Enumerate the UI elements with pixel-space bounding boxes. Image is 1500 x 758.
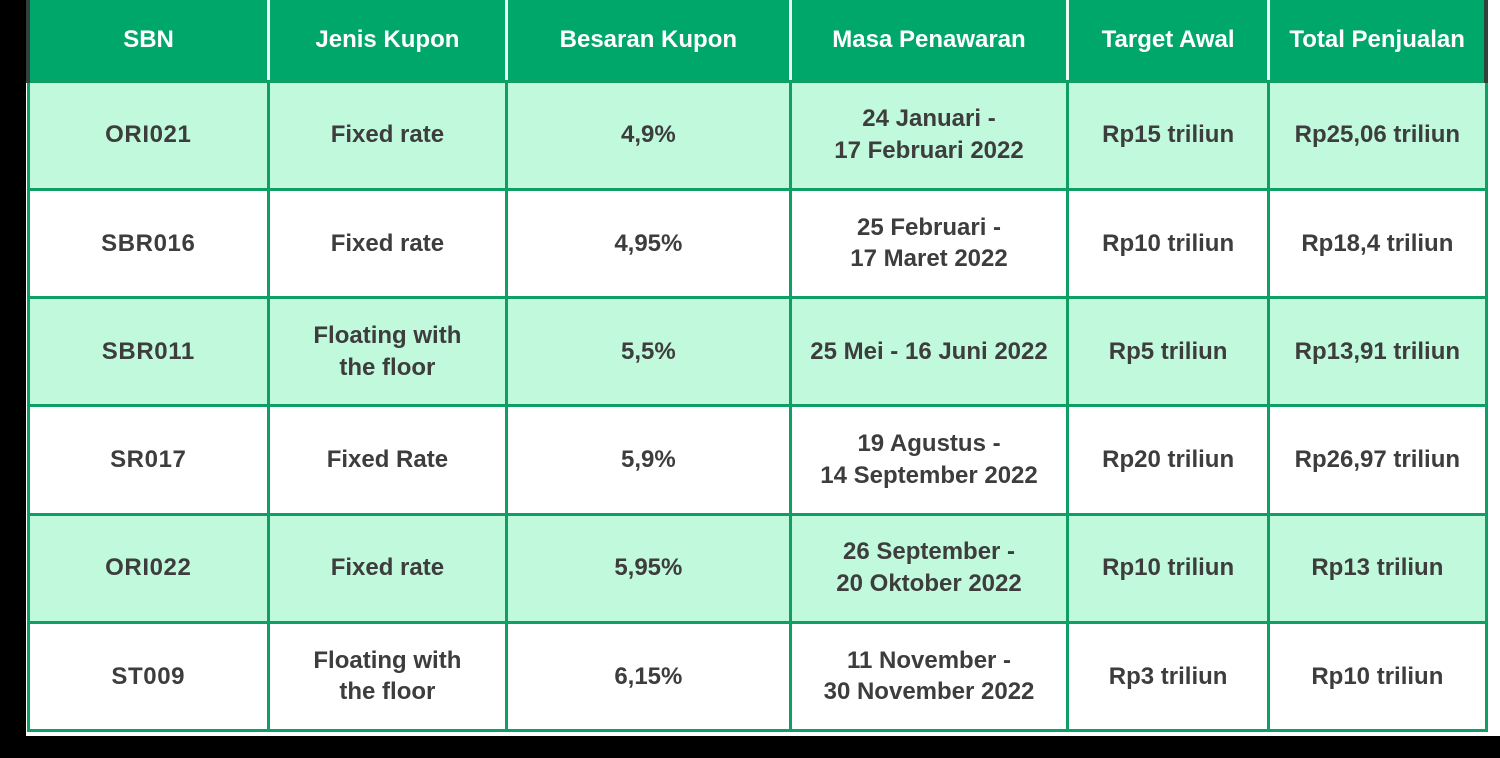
- table-row-ori022: ORI022 Fixed rate 5,95% 26 September - 2…: [26, 512, 1488, 624]
- cell-masa-penawaran: 25 Mei - 16 Juni 2022: [788, 295, 1070, 408]
- table-row-sbr011: SBR011 Floating with the floor 5,5% 25 M…: [26, 295, 1488, 408]
- cell-total-penjualan: Rp10 triliun: [1267, 620, 1488, 733]
- column-header-jenis-kupon: Jenis Kupon: [268, 0, 508, 83]
- cell-besaran-kupon: 5,9%: [504, 404, 793, 516]
- cell-total-penjualan: Rp13 triliun: [1267, 512, 1488, 624]
- cell-target-awal: Rp5 triliun: [1066, 295, 1271, 408]
- cell-target-awal: Rp10 triliun: [1066, 187, 1271, 300]
- cell-masa-penawaran: 25 Februari - 17 Maret 2022: [788, 187, 1070, 300]
- cell-besaran-kupon: 4,9%: [504, 79, 793, 191]
- cell-total-penjualan: Rp13,91 triliun: [1267, 295, 1488, 408]
- left-frame-bar: [0, 0, 26, 758]
- column-header-total-penjualan: Total Penjualan: [1268, 0, 1489, 83]
- cell-besaran-kupon: 5,95%: [504, 512, 793, 624]
- cell-target-awal: Rp3 triliun: [1066, 620, 1271, 733]
- cell-jenis-kupon: Fixed rate: [267, 512, 508, 624]
- cell-target-awal: Rp20 triliun: [1066, 404, 1271, 516]
- cell-besaran-kupon: 4,95%: [504, 187, 793, 300]
- table-row-st009: ST009 Floating with the floor 6,15% 11 N…: [26, 620, 1488, 733]
- sbn-2022-table-container: SBN Jenis Kupon Besaran Kupon Masa Penaw…: [26, 0, 1489, 733]
- cell-sbn: SBR011: [26, 295, 271, 408]
- cell-masa-penawaran: 19 Agustus - 14 September 2022: [788, 404, 1070, 516]
- cell-total-penjualan: Rp26,97 triliun: [1267, 404, 1488, 516]
- cell-jenis-kupon: Fixed rate: [267, 79, 508, 191]
- cell-target-awal: Rp15 triliun: [1066, 79, 1271, 191]
- column-header-sbn: SBN: [26, 0, 271, 83]
- cell-jenis-kupon: Floating with the floor: [267, 295, 508, 408]
- table-row-ori021: ORI021 Fixed rate 4,9% 24 Januari - 17 F…: [26, 79, 1488, 191]
- column-header-masa-penawaran: Masa Penawaran: [790, 0, 1070, 83]
- cell-masa-penawaran: 26 September - 20 Oktober 2022: [788, 512, 1070, 624]
- cell-masa-penawaran: 11 November - 30 November 2022: [788, 620, 1070, 733]
- cell-jenis-kupon: Fixed Rate: [267, 404, 508, 516]
- table-row-sr017: SR017 Fixed Rate 5,9% 19 Agustus - 14 Se…: [26, 404, 1488, 516]
- cell-jenis-kupon: Floating with the floor: [267, 620, 508, 733]
- cell-sbn: SBR016: [26, 187, 271, 300]
- sbn-2022-table: SBN Jenis Kupon Besaran Kupon Masa Penaw…: [26, 0, 1489, 733]
- header-row: SBN Jenis Kupon Besaran Kupon Masa Penaw…: [26, 0, 1489, 83]
- column-header-besaran-kupon: Besaran Kupon: [506, 0, 793, 83]
- cell-total-penjualan: Rp18,4 triliun: [1267, 187, 1488, 300]
- cell-besaran-kupon: 6,15%: [504, 620, 793, 733]
- cell-sbn: ST009: [26, 620, 271, 733]
- cell-total-penjualan: Rp25,06 triliun: [1267, 79, 1488, 191]
- cell-jenis-kupon: Fixed rate: [267, 187, 508, 300]
- cell-besaran-kupon: 5,5%: [504, 295, 793, 408]
- cell-sbn: ORI022: [26, 512, 271, 624]
- cell-sbn: SR017: [26, 404, 271, 516]
- bottom-frame-bar: [0, 736, 1500, 758]
- cell-sbn: ORI021: [26, 79, 271, 191]
- table-row-sbr016: SBR016 Fixed rate 4,95% 25 Februari - 17…: [26, 187, 1488, 300]
- cell-masa-penawaran: 24 Januari - 17 Februari 2022: [788, 79, 1070, 191]
- column-header-target-awal: Target Awal: [1067, 0, 1271, 83]
- cell-target-awal: Rp10 triliun: [1066, 512, 1271, 624]
